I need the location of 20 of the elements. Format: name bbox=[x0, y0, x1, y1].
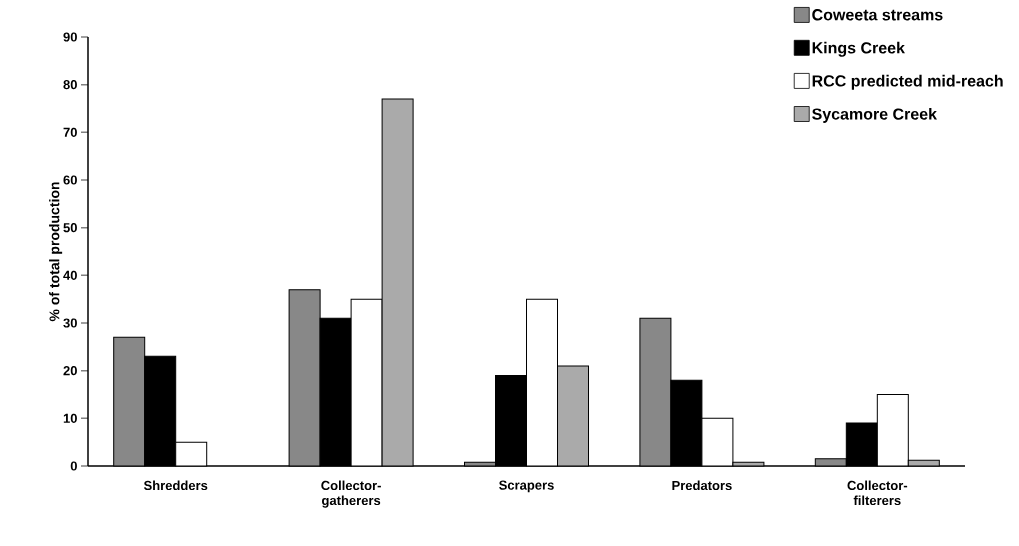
y-tick-label: 20 bbox=[63, 366, 77, 376]
x-tick-label: Shredders bbox=[143, 480, 208, 491]
y-axis-title: % of total production bbox=[49, 182, 63, 322]
x-tick-label: Predators bbox=[672, 480, 732, 491]
legend-label: Sycamore Creek bbox=[812, 107, 938, 123]
y-tick-label: 30 bbox=[63, 318, 77, 328]
x-tick-label: Collector-gatherers bbox=[321, 480, 381, 508]
y-tick-label: 60 bbox=[63, 175, 77, 185]
y-tick-label: 10 bbox=[63, 413, 77, 423]
legend-label: RCC predicted mid-reach bbox=[812, 74, 1003, 90]
legend-label: Coweeta streams bbox=[812, 9, 943, 21]
legend-label: Kings Creek bbox=[812, 41, 905, 57]
y-tick-label: 50 bbox=[63, 223, 77, 233]
y-tick-label: 90 bbox=[63, 32, 77, 42]
y-tick-label: 70 bbox=[63, 127, 77, 137]
y-tick-label: 40 bbox=[63, 270, 77, 280]
x-tick-label: Collector-filterers bbox=[847, 480, 908, 506]
y-tick-label: 80 bbox=[63, 80, 77, 90]
y-tick-label: 0 bbox=[70, 461, 77, 471]
x-tick-label: Scrapers bbox=[499, 480, 554, 493]
